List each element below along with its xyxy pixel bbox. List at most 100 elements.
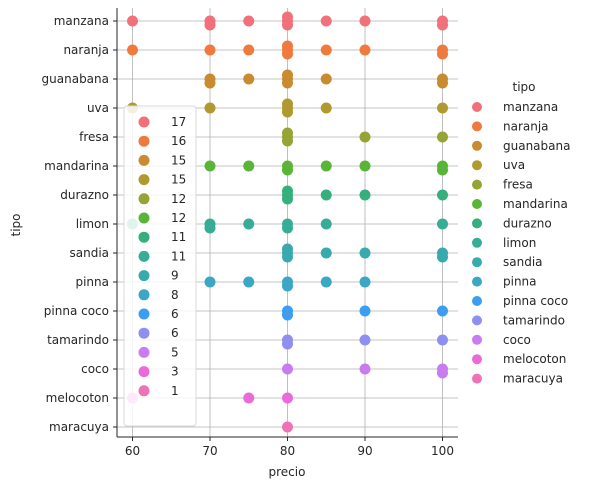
y-axis-title: tipo: [9, 214, 23, 237]
data-point: [359, 247, 371, 259]
data-point: [320, 218, 332, 230]
inner-legend-label: 6: [171, 307, 179, 321]
inner-legend-box: [123, 105, 197, 427]
data-point: [282, 127, 293, 139]
data-point: [437, 131, 448, 143]
inner-legend-marker: [138, 308, 150, 320]
data-point: [282, 222, 293, 234]
data-point: [437, 218, 448, 230]
legend-label: guanabana: [503, 139, 570, 153]
data-point: [282, 48, 293, 60]
data-point: [320, 102, 332, 114]
data-point: [437, 305, 448, 317]
legend-label: pinna: [503, 275, 537, 289]
data-point: [243, 44, 255, 56]
data-point: [243, 160, 255, 172]
inner-legend-label: 8: [171, 288, 179, 302]
y-tick-label: mandarina: [44, 159, 109, 173]
inner-legend-marker: [138, 193, 150, 205]
x-tick-label: 90: [357, 444, 372, 458]
data-point: [204, 44, 216, 56]
inner-legend-label: 3: [171, 365, 179, 379]
data-point: [243, 392, 255, 404]
y-tick-label: guanabana: [42, 72, 109, 86]
data-point: [359, 15, 371, 27]
y-tick-label: pinna coco: [44, 304, 109, 318]
y-tick-label: coco: [81, 362, 109, 376]
inner-legend: 17 16 15 15 12 12 11 11 9 8 6 6 5 3 1: [123, 105, 197, 427]
data-point: [282, 185, 293, 197]
data-point: [282, 193, 293, 205]
legend-label: coco: [503, 333, 531, 347]
x-tick-label: 70: [202, 444, 217, 458]
data-point: [243, 73, 255, 85]
data-point: [282, 77, 293, 89]
data-point: [282, 363, 293, 375]
inner-legend-label: 15: [171, 153, 186, 167]
data-point: [437, 19, 448, 31]
x-tick-label: 60: [125, 444, 140, 458]
inner-legend-label: 11: [171, 230, 186, 244]
inner-legend-marker: [138, 135, 150, 147]
inner-legend-label: 17: [171, 115, 186, 129]
legend-marker: [472, 373, 482, 384]
data-point: [204, 102, 216, 114]
y-tick-label: uva: [87, 101, 109, 115]
legend-label: sandia: [503, 255, 543, 269]
data-point: [282, 69, 293, 81]
y-tick-label: tamarindo: [47, 333, 109, 347]
data-point: [437, 251, 448, 263]
inner-legend-marker: [138, 289, 150, 301]
legend-label: naranja: [503, 119, 549, 133]
data-point: [359, 305, 371, 317]
inner-legend-marker: [138, 327, 150, 339]
y-tick-label: limon: [76, 217, 109, 231]
legend-marker: [472, 257, 482, 268]
data-point: [282, 40, 293, 52]
inner-legend-label: 12: [171, 211, 186, 225]
x-tick-label: 80: [280, 444, 295, 458]
inner-legend-marker: [138, 385, 150, 397]
data-point: [359, 334, 371, 346]
data-point: [359, 189, 371, 201]
inner-legend-marker: [138, 212, 150, 224]
data-point: [359, 131, 371, 143]
legend-label: tamarindo: [503, 313, 565, 327]
inner-legend-label: 6: [171, 326, 179, 340]
data-point: [320, 73, 332, 85]
legend-label: manzana: [503, 100, 558, 114]
data-point: [243, 15, 255, 27]
inner-legend-label: 16: [171, 134, 186, 148]
legend-title: tipo: [513, 80, 536, 94]
legend-marker: [472, 179, 482, 190]
legend-label: limon: [503, 236, 536, 250]
y-tick-label: durazno: [60, 188, 109, 202]
inner-legend-marker: [138, 346, 150, 358]
inner-legend-label: 1: [171, 384, 179, 398]
legend-marker: [472, 140, 482, 151]
inner-legend-label: 11: [171, 249, 186, 263]
data-point: [282, 106, 293, 118]
legend-label: durazno: [503, 216, 552, 230]
data-point: [282, 392, 293, 404]
y-tick-label: naranja: [63, 43, 109, 57]
inner-legend-label: 9: [171, 269, 179, 283]
legend-label: melocoton: [503, 352, 566, 366]
legend-marker: [472, 102, 482, 112]
data-point: [282, 251, 293, 263]
inner-legend-marker: [138, 116, 150, 128]
data-point: [204, 19, 216, 31]
data-point: [320, 160, 332, 172]
data-point: [282, 338, 293, 350]
data-point: [437, 367, 448, 379]
data-point: [204, 222, 216, 234]
data-point: [320, 276, 332, 288]
inner-legend-marker: [138, 270, 150, 282]
data-point: [359, 276, 371, 288]
data-point: [282, 19, 293, 31]
data-point: [282, 98, 293, 110]
y-tick-label: melocoton: [46, 391, 109, 405]
legend-marker: [472, 218, 482, 229]
data-point: [359, 363, 371, 375]
